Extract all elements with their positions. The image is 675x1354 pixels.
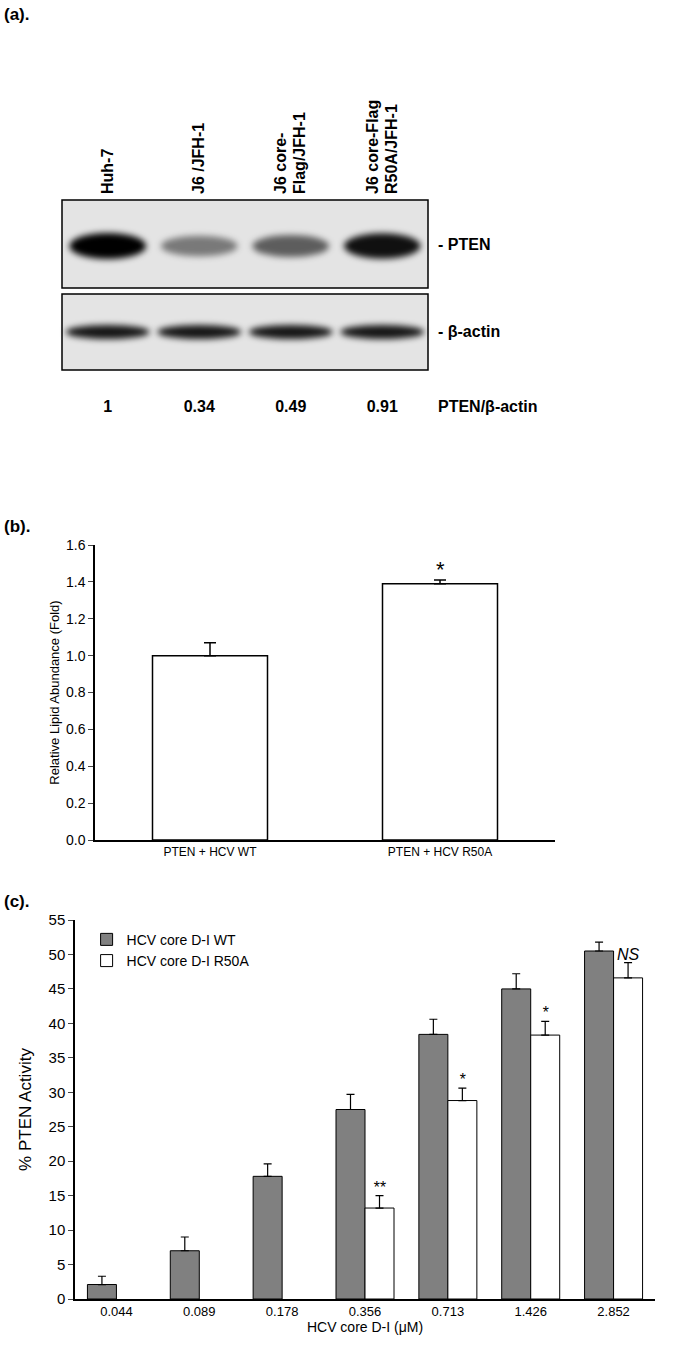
html-text:(b).: (b). bbox=[4, 517, 31, 536]
svg-text:15: 15 bbox=[49, 1187, 66, 1204]
svg-text:10: 10 bbox=[49, 1221, 66, 1238]
svg-text:0.044: 0.044 bbox=[100, 1304, 133, 1319]
svg-text:J6 core-Flag: J6 core-Flag bbox=[364, 100, 381, 194]
svg-text:J6 core-: J6 core- bbox=[272, 133, 289, 194]
svg-text:Relative Lipid Abundance (Fold: Relative Lipid Abundance (Fold) bbox=[47, 600, 62, 784]
svg-text:PTEN + HCV R50A: PTEN + HCV R50A bbox=[388, 845, 492, 859]
svg-text:HCV core D-I (μM): HCV core D-I (μM) bbox=[307, 1319, 423, 1335]
svg-text:0.34: 0.34 bbox=[184, 398, 215, 415]
svg-text:*: * bbox=[542, 1004, 549, 1021]
svg-text:0.4: 0.4 bbox=[66, 758, 86, 774]
svg-text:40: 40 bbox=[49, 1015, 66, 1032]
svg-text:55: 55 bbox=[49, 911, 66, 928]
svg-text:R50A/JFH-1: R50A/JFH-1 bbox=[383, 104, 400, 194]
svg-text:0.8: 0.8 bbox=[66, 684, 86, 700]
svg-text:% PTEN Activity: % PTEN Activity bbox=[16, 1048, 35, 1171]
svg-text:- β-actin: - β-actin bbox=[438, 323, 500, 340]
svg-text:5: 5 bbox=[57, 1256, 65, 1273]
svg-text:1.6: 1.6 bbox=[66, 537, 86, 553]
svg-text:35: 35 bbox=[49, 1049, 66, 1066]
svg-text:*: * bbox=[436, 557, 445, 582]
svg-text:0.91: 0.91 bbox=[367, 398, 398, 415]
svg-text:0.0: 0.0 bbox=[66, 832, 86, 848]
svg-text:25: 25 bbox=[49, 1118, 66, 1135]
svg-text:0: 0 bbox=[57, 1290, 65, 1307]
svg-text:J6 /JFH-1: J6 /JFH-1 bbox=[190, 123, 207, 194]
svg-text:*: * bbox=[459, 1071, 466, 1088]
svg-text:PTEN/β-actin: PTEN/β-actin bbox=[438, 398, 538, 415]
svg-text:1.4: 1.4 bbox=[66, 574, 86, 590]
svg-text:Flag/JFH-1: Flag/JFH-1 bbox=[291, 112, 308, 194]
svg-text:50: 50 bbox=[49, 946, 66, 963]
svg-text:30: 30 bbox=[49, 1084, 66, 1101]
svg-text:0.6: 0.6 bbox=[66, 721, 86, 737]
svg-text:(a).: (a). bbox=[4, 5, 30, 24]
svg-text:0.178: 0.178 bbox=[266, 1304, 299, 1319]
svg-text:NS: NS bbox=[617, 946, 640, 963]
svg-text:**: ** bbox=[373, 1179, 386, 1196]
svg-text:0.089: 0.089 bbox=[183, 1304, 216, 1319]
svg-text:Huh-7: Huh-7 bbox=[99, 149, 116, 194]
svg-text:1.426: 1.426 bbox=[514, 1304, 547, 1319]
svg-text:HCV core D-I WT: HCV core D-I WT bbox=[127, 932, 236, 948]
svg-text:0.49: 0.49 bbox=[275, 398, 306, 415]
html-text:(c).: (c). bbox=[4, 892, 30, 911]
svg-text:20: 20 bbox=[49, 1152, 66, 1169]
svg-text:1.0: 1.0 bbox=[66, 648, 86, 664]
svg-text:0.356: 0.356 bbox=[349, 1304, 382, 1319]
svg-text:2.852: 2.852 bbox=[597, 1304, 630, 1319]
svg-text:0.2: 0.2 bbox=[66, 795, 86, 811]
svg-text:1.2: 1.2 bbox=[66, 611, 86, 627]
svg-text:HCV core D-I R50A: HCV core D-I R50A bbox=[127, 953, 250, 969]
svg-text:- PTEN: - PTEN bbox=[438, 236, 490, 253]
svg-text:PTEN + HCV WT: PTEN + HCV WT bbox=[163, 845, 257, 859]
svg-text:45: 45 bbox=[49, 980, 66, 997]
svg-text:1: 1 bbox=[103, 398, 112, 415]
svg-text:0.713: 0.713 bbox=[432, 1304, 465, 1319]
